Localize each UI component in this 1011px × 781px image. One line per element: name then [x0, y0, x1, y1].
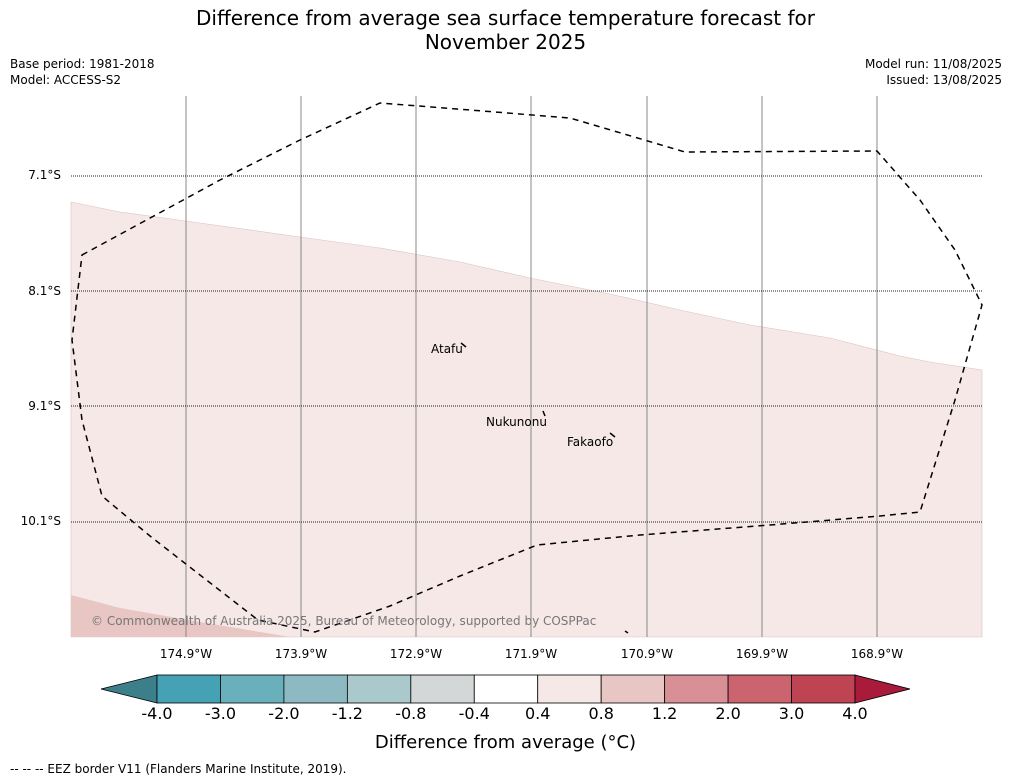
lon-label-174-9w: 174.9°W — [159, 647, 213, 661]
colorbar — [100, 674, 911, 704]
colorbar-tick-label: 3.0 — [778, 704, 805, 723]
colorbar-segment — [600, 674, 666, 704]
place-label-fakaofo: Fakaofo — [567, 435, 614, 449]
colorbar-segment — [791, 674, 856, 704]
colorbar-segment — [346, 674, 412, 704]
colorbar-segment — [537, 674, 602, 704]
map-title-line1: Difference from average sea surface temp… — [195, 6, 815, 30]
colorbar-tick-label: 0.8 — [588, 704, 614, 723]
colorbar-under-triangle — [100, 674, 158, 704]
lon-label-171-9w: 171.9°W — [504, 647, 558, 661]
lon-label-170-9w: 170.9°W — [620, 647, 674, 661]
copyright-notice: © Commonwealth of Australia 2025, Bureau… — [91, 614, 597, 628]
colorbar-segment — [473, 674, 539, 704]
lon-label-168-9w: 168.9°W — [850, 647, 904, 661]
colorbar-tick-label: -3.0 — [204, 704, 237, 723]
colorbar-tick-label: 4.0 — [842, 704, 868, 723]
lat-label-10-1s: 10.1°S — [20, 514, 61, 528]
lat-label-8-1s: 8.1°S — [28, 284, 61, 298]
lon-label-173-9w: 173.9°W — [274, 647, 328, 661]
model-name: Model: ACCESS-S2 — [10, 73, 122, 87]
eez-legend-note: -- -- -- EEZ border V11 (Flanders Marine… — [10, 762, 347, 776]
issued-date: Issued: 13/08/2025 — [886, 73, 1002, 87]
colorbar-tick-label: 2.0 — [715, 704, 741, 723]
place-label-nukunonu: Nukunonu — [486, 415, 547, 429]
map-title: Difference from average sea surface temp… — [0, 6, 1011, 54]
map-title-line2: November 2025 — [424, 30, 587, 54]
nukunonu-atoll — [542, 410, 546, 417]
colorbar-segment — [220, 674, 285, 704]
place-label-atafu: Atafu — [431, 342, 463, 356]
colorbar-title: Difference from average (°C) — [374, 732, 637, 753]
colorbar-segment — [664, 674, 729, 704]
colorbar-segment — [156, 674, 221, 704]
fakaofo-atoll — [609, 432, 616, 438]
eez-border — [71, 102, 983, 633]
lat-label-7-1s: 7.1°S — [28, 168, 61, 182]
atafu-atoll — [460, 342, 467, 348]
colorbar-segment — [727, 674, 792, 704]
colorbar-tick-label: -0.8 — [395, 704, 427, 723]
lon-label-172-9w: 172.9°W — [389, 647, 443, 661]
colorbar-segment — [410, 674, 475, 704]
anomaly-region-light — [70, 201, 983, 638]
colorbar-tick-label: -1.2 — [331, 704, 363, 723]
colorbar-segment — [283, 674, 348, 704]
colorbar-tick-label: -0.4 — [458, 704, 490, 723]
anomaly-region-medium — [71, 595, 290, 637]
run-info: Model run: 11/08/2025 Issued: 13/08/2025 — [865, 56, 1002, 88]
colorbar-tick-label: -4.0 — [141, 704, 173, 723]
lon-label-169-9w: 169.9°W — [735, 647, 789, 661]
model-info: Base period: 1981-2018 Model: ACCESS-S2 — [10, 56, 155, 88]
lat-label-9-1s: 9.1°S — [28, 399, 61, 413]
model-run: Model run: 11/08/2025 — [864, 57, 1002, 71]
colorbar-tick-label: -2.0 — [268, 704, 300, 723]
base-period: Base period: 1981-2018 — [10, 57, 155, 71]
colorbar-over-triangle — [854, 674, 911, 704]
longitude-gridlines — [185, 96, 878, 637]
colorbar-tick-label: 0.4 — [524, 704, 551, 723]
colorbar-tick-label: 1.2 — [651, 704, 678, 723]
small-island — [624, 630, 629, 634]
